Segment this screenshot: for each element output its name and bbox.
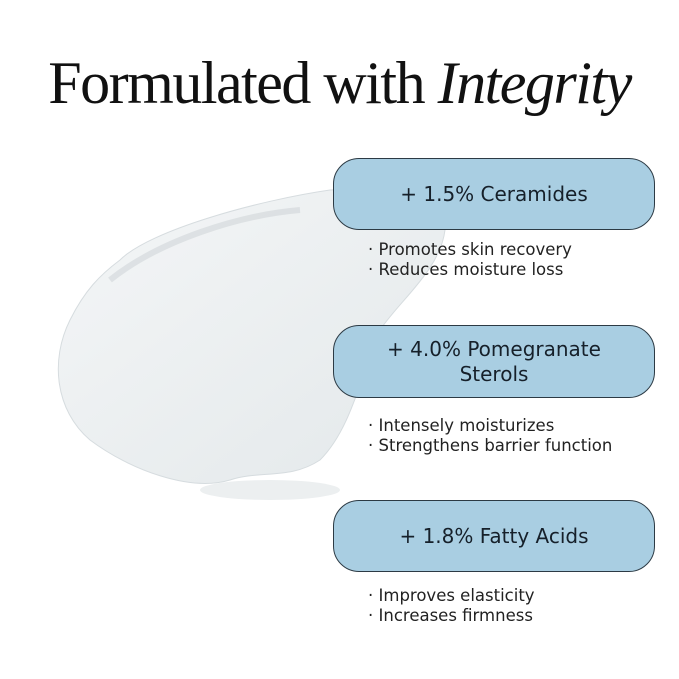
title-italic: Integrity — [437, 50, 633, 116]
benefits-list-ceramides: Promotes skin recovery Reduces moisture … — [368, 240, 572, 279]
ingredient-pill-ceramides: + 1.5% Ceramides — [333, 158, 655, 230]
title-plain: Formulated with — [48, 50, 438, 116]
page-title: Formulated with Integrity — [0, 48, 679, 118]
benefit-item: Promotes skin recovery — [368, 240, 572, 260]
benefits-list-fatty-acids: Improves elasticity Increases firmness — [368, 586, 535, 625]
benefit-item: Improves elasticity — [368, 586, 535, 606]
benefits-list-sterols: Intensely moisturizes Strengthens barrie… — [368, 416, 613, 456]
benefit-item: Reduces moisture loss — [368, 260, 572, 280]
ingredient-pill-fatty-acids: + 1.8% Fatty Acids — [333, 500, 655, 572]
benefit-item: Intensely moisturizes — [368, 416, 612, 436]
benefit-item: Increases firmness — [368, 606, 535, 626]
benefit-item: Strengthens barrier function — [368, 436, 613, 456]
ingredient-pill-pomegranate-sterols: + 4.0% Pomegranate Sterols — [333, 325, 655, 398]
